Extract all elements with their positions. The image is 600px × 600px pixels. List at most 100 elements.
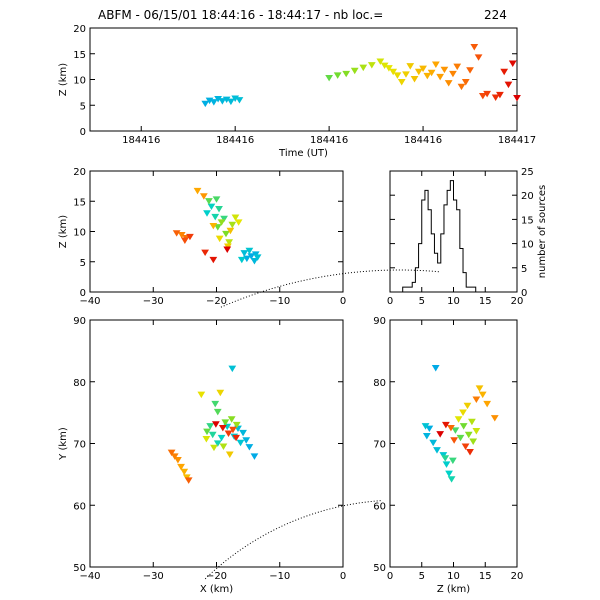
- data-point: [402, 71, 410, 78]
- data-point: [461, 79, 470, 86]
- data-point: [439, 452, 448, 459]
- data-point: [250, 453, 259, 460]
- data-point: [213, 440, 222, 447]
- data-point: [491, 94, 500, 101]
- data-point: [197, 391, 206, 399]
- data-point: [186, 233, 194, 241]
- x-tick-label: 184416: [404, 135, 442, 146]
- x-tick-label: 0: [387, 571, 393, 582]
- x-tick-label: −10: [269, 571, 290, 582]
- data-point: [232, 421, 241, 429]
- x-tick-label: 15: [479, 296, 492, 307]
- data-point: [468, 418, 476, 426]
- data-point: [459, 409, 467, 416]
- data-point: [453, 63, 462, 71]
- data-point: [242, 437, 251, 444]
- data-point: [221, 419, 230, 426]
- x-tick-label: 184416: [310, 135, 348, 146]
- data-point: [350, 67, 359, 75]
- data-point: [182, 474, 191, 481]
- data-point: [202, 436, 211, 443]
- y-axis-label: Z (km): [58, 215, 69, 248]
- y-tick-label: 80: [373, 378, 386, 389]
- data-point: [478, 92, 487, 100]
- data-point: [201, 100, 210, 108]
- y-tick-label: 0: [80, 127, 86, 138]
- data-point: [170, 453, 179, 460]
- data-point: [397, 79, 406, 86]
- data-point: [469, 438, 478, 446]
- data-point: [448, 457, 457, 465]
- y-tick-label: 20: [521, 191, 534, 202]
- data-point: [406, 63, 415, 70]
- y-tick-label: 60: [73, 501, 86, 512]
- data-point: [235, 97, 244, 104]
- histogram-outline: [402, 180, 477, 292]
- x-tick-label: 20: [511, 296, 524, 307]
- y-tick-label: 15: [521, 215, 534, 226]
- data-point: [463, 402, 472, 410]
- y-tick-label: 10: [521, 240, 534, 251]
- y-tick-label: 70: [373, 440, 386, 451]
- data-point: [245, 247, 254, 255]
- x-tick-label: 10: [447, 296, 460, 307]
- y-tick-label: 20: [73, 24, 86, 35]
- x-axis-label: X (km): [200, 584, 233, 595]
- y-tick-label: 90: [73, 316, 86, 327]
- y-tick-label: 50: [73, 563, 86, 574]
- data-point: [209, 99, 218, 106]
- x-tick-label: 184416: [216, 135, 254, 146]
- x-tick-label: 10: [447, 571, 460, 582]
- data-point: [199, 193, 208, 200]
- y-axis-label: Y (km): [58, 427, 69, 461]
- data-point: [211, 213, 220, 221]
- data-point: [208, 431, 217, 439]
- data-point: [226, 227, 235, 235]
- x-axis-label: Z (km): [437, 584, 470, 595]
- y-tick-label: 60: [373, 501, 386, 512]
- y-tick-label: 50: [373, 563, 386, 574]
- x-tick-label: −10: [269, 296, 290, 307]
- y-tick-label: 25: [521, 167, 534, 178]
- x-axis-label: Time (UT): [278, 148, 328, 159]
- data-point: [466, 449, 474, 456]
- data-point: [228, 221, 237, 229]
- data-point: [478, 391, 487, 399]
- data-point: [444, 80, 453, 87]
- time_z-frame: [89, 27, 518, 132]
- panel-z-y: 0 5 10 15 20 50 60 70 80 90 Z (km): [373, 316, 523, 595]
- y-axis-label: Z (km): [58, 63, 69, 96]
- data-point: [454, 416, 463, 423]
- data-point: [174, 457, 182, 464]
- data-point: [218, 98, 227, 105]
- data-point: [225, 451, 234, 458]
- data-point: [472, 428, 481, 435]
- data-point: [245, 444, 254, 451]
- data-point: [496, 91, 504, 99]
- data-point: [490, 415, 499, 422]
- data-point: [459, 423, 468, 430]
- data-point: [253, 254, 262, 261]
- y-tick-label: 0: [80, 288, 86, 299]
- data-point: [423, 72, 432, 80]
- data-point: [180, 468, 189, 476]
- data-point: [180, 237, 189, 244]
- data-point: [167, 449, 176, 457]
- data-point: [177, 463, 185, 471]
- y-tick-label: 90: [373, 316, 386, 327]
- data-point: [450, 437, 459, 444]
- data-point: [461, 443, 470, 450]
- data-point: [223, 246, 232, 254]
- data-point: [449, 70, 457, 78]
- data-point: [217, 434, 226, 442]
- x-tick-label: 0: [387, 296, 393, 307]
- x-tick-label: −40: [79, 296, 100, 307]
- data-point: [236, 439, 245, 447]
- data-point: [429, 439, 438, 447]
- data-point: [177, 232, 186, 239]
- data-point: [431, 61, 440, 69]
- data-point: [513, 95, 521, 102]
- data-point: [425, 425, 434, 433]
